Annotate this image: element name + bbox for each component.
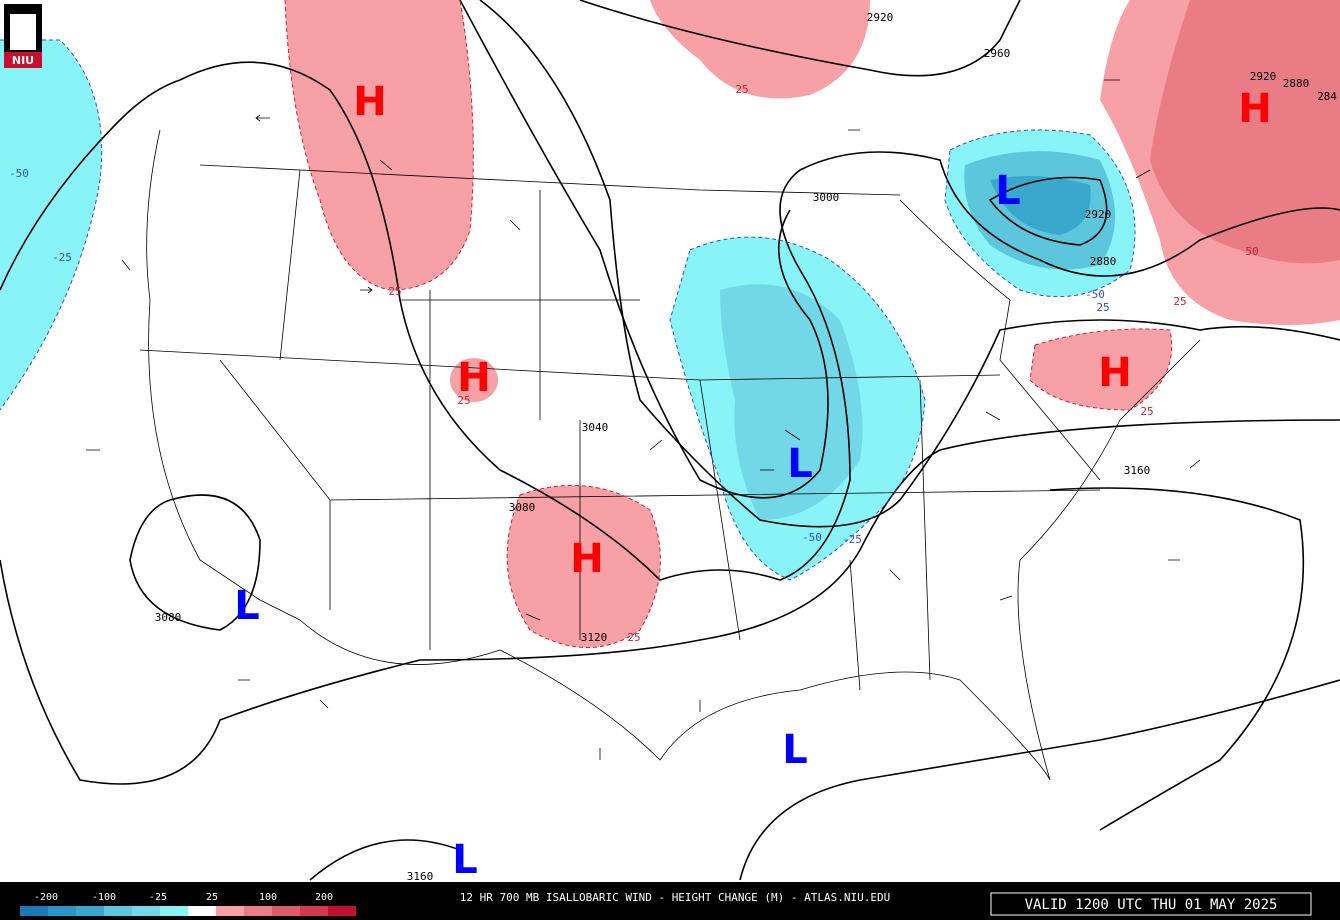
high-center: H: [457, 355, 490, 401]
colorbar-label: 25: [206, 892, 218, 903]
footer: -200 -100 -25 25 100 200 12 HR 700 MB IS…: [0, 882, 1340, 920]
low-center: L: [234, 583, 260, 629]
high-center: H: [570, 536, 603, 582]
logo-text: NIU: [12, 54, 34, 67]
low-center: L: [452, 837, 478, 883]
change-label: 25: [1140, 405, 1153, 418]
high-center: H: [1238, 86, 1271, 132]
colorbar-swatch: [244, 906, 272, 916]
height-rise-area: [507, 485, 661, 648]
height-label: 3160: [407, 870, 434, 883]
height-label: 3080: [509, 501, 536, 514]
colorbar-label: 100: [259, 892, 277, 903]
change-label: -25: [52, 251, 72, 264]
colorbar-swatch: [48, 906, 76, 916]
colorbar-label: -100: [92, 892, 116, 903]
height-label: 2920: [1085, 208, 1112, 221]
colorbar-swatch: [104, 906, 132, 916]
logo-tower: [10, 14, 36, 50]
change-label: -50: [802, 531, 822, 544]
height-rise-area: [650, 0, 870, 99]
change-label: 50: [1245, 245, 1258, 258]
colorbar-label: -200: [34, 892, 58, 903]
high-center: H: [353, 79, 386, 125]
height-rise-area: [450, 358, 498, 402]
height-rise-area: [1030, 329, 1172, 410]
height-label: 2960: [984, 47, 1011, 60]
height-labels: 2920 2960 2920 2880 284 3000 2920 2880 3…: [155, 11, 1338, 883]
high-center: H: [1098, 350, 1131, 396]
map-title: 12 HR 700 MB ISALLOBARIC WIND - HEIGHT C…: [460, 891, 890, 904]
low-center: L: [995, 168, 1021, 214]
change-contours: [0, 0, 1173, 648]
colorbar-swatch: [132, 906, 160, 916]
colorbar-swatch: [300, 906, 328, 916]
colorbar-label: -25: [149, 892, 167, 903]
height-fall-area: [0, 40, 102, 410]
wind-arrows: [86, 79, 1201, 760]
height-label: 2920: [1250, 70, 1277, 83]
height-rise-area: [1150, 0, 1340, 264]
low-center: L: [782, 727, 808, 773]
change-label: 25: [627, 631, 640, 644]
change-label: 25: [388, 285, 401, 298]
change-label: 25: [1096, 301, 1109, 314]
colorbar-swatch: [328, 906, 356, 916]
logo-band: [4, 52, 42, 68]
colorbar-label: 200: [315, 892, 333, 903]
change-label: 25: [1173, 295, 1186, 308]
colorbar-swatch: [272, 906, 300, 916]
colorbar-swatch: [20, 906, 48, 916]
height-fall-area: [720, 284, 863, 520]
change-label: -25: [842, 533, 862, 546]
colorbar-swatch: [76, 906, 104, 916]
height-label: 3120: [581, 631, 608, 644]
height-label: 284: [1317, 90, 1337, 103]
colorbar: -200 -100 -25 25 100 200: [20, 892, 356, 916]
colorbar-swatch: [188, 906, 216, 916]
state-borders: [139, 129, 1201, 781]
colorbar-swatch: [216, 906, 244, 916]
colorbar-swatch: [160, 906, 188, 916]
change-label: 25: [735, 83, 748, 96]
height-rise-area: [285, 0, 474, 290]
center-labels: H H H H H L L L L L: [234, 79, 1271, 883]
height-label: 3000: [813, 191, 840, 204]
height-label: 3040: [582, 421, 609, 434]
valid-box: [990, 892, 1312, 916]
change-label: -50: [1085, 288, 1105, 301]
change-label: -50: [9, 167, 29, 180]
height-label: 2880: [1090, 255, 1117, 268]
valid-time: VALID 1200 UTC THU 01 MAY 2025: [1025, 897, 1278, 913]
height-label: 3080: [155, 611, 182, 624]
logo: NIU: [4, 4, 42, 68]
change-shading: [0, 0, 1340, 648]
height-label: 2920: [867, 11, 894, 24]
height-label: 2880: [1283, 77, 1310, 90]
height-contours: [0, 0, 1340, 881]
height-label: 3160: [1124, 464, 1151, 477]
change-labels: 25 -50 -25 25 25 -50 25 50 25 25 -50 -25…: [9, 83, 1259, 644]
change-label: 25: [457, 394, 470, 407]
low-center: L: [787, 441, 813, 487]
height-fall-area: [990, 176, 1091, 235]
